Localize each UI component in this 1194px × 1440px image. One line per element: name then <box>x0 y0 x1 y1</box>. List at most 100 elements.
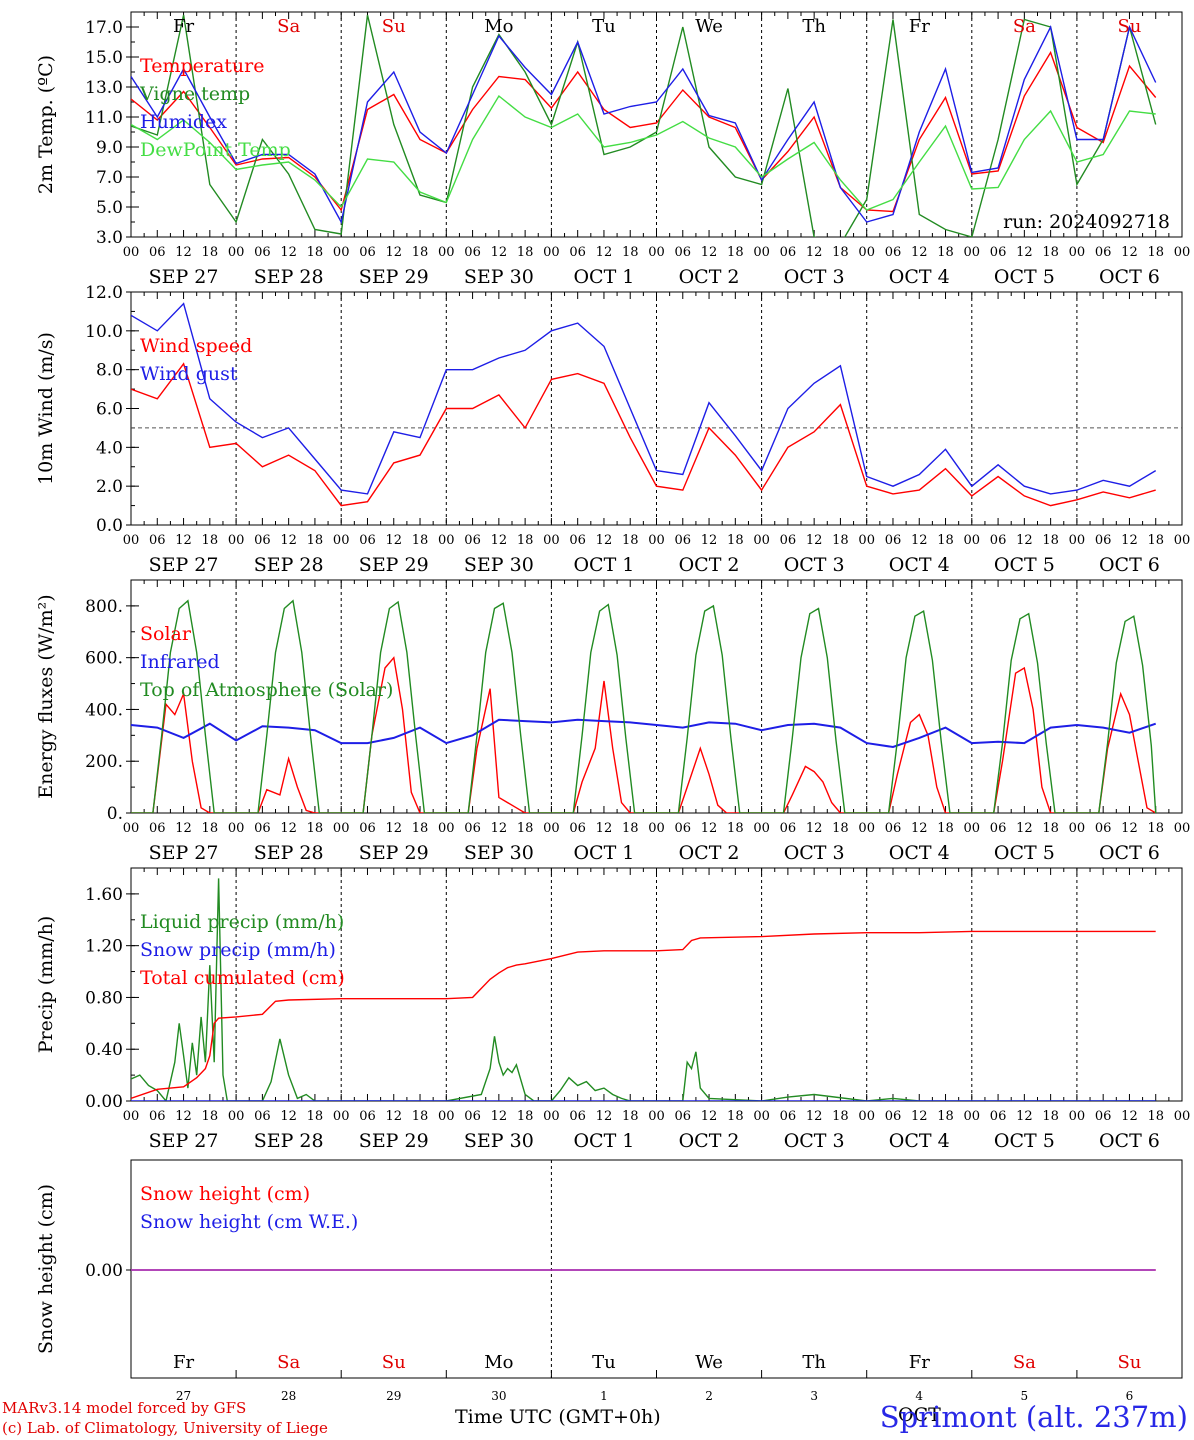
series-line-temperature <box>131 50 1157 213</box>
date-label: SEP 28 <box>254 1130 324 1152</box>
hour-tick-label: 12 <box>911 1109 928 1124</box>
date-label: OCT 1 <box>573 554 634 576</box>
y-tick-label: 13.0 <box>85 78 123 98</box>
weekday-label: Fr <box>173 16 194 37</box>
series-line-wind-speed <box>131 362 1156 507</box>
hour-tick-label: 00 <box>543 1109 560 1124</box>
date-label: OCT 5 <box>994 266 1055 288</box>
legend-infrared: Infrared <box>140 651 220 673</box>
hour-tick-label: 18 <box>1042 1109 1059 1124</box>
hour-tick-label: 00 <box>964 245 981 260</box>
date-label: SEP 28 <box>254 554 324 576</box>
date-label: SEP 29 <box>359 1130 429 1152</box>
date-label: SEP 29 <box>359 554 429 576</box>
hour-tick-label: 00 <box>964 1109 981 1124</box>
date-label: OCT 1 <box>573 1130 634 1152</box>
hour-tick-label: 18 <box>412 1109 429 1124</box>
hour-tick-label: 12 <box>491 821 508 836</box>
hour-tick-label: 00 <box>543 245 560 260</box>
hour-tick-label: 00 <box>438 533 455 548</box>
hour-tick-label: 00 <box>228 533 245 548</box>
day-number-label: 6 <box>1126 1389 1134 1403</box>
legend-snow-precip-mm-h-: Snow precip (mm/h) <box>140 939 336 961</box>
hour-tick-label: 00 <box>1174 245 1191 260</box>
weekday-label: Su <box>1117 16 1141 37</box>
hour-tick-label: 18 <box>727 245 744 260</box>
hour-tick-label: 06 <box>1095 533 1112 548</box>
hour-tick-label: 12 <box>385 821 402 836</box>
y-tick-label: 6.0 <box>96 400 123 420</box>
y-tick-label: 9.0 <box>96 138 123 158</box>
weekday-label: Fr <box>909 16 930 37</box>
hour-tick-label: 06 <box>254 245 271 260</box>
series-line-liquid-precip-mm-h- <box>131 878 1156 1101</box>
hour-tick-label: 06 <box>1095 821 1112 836</box>
hour-tick-label: 00 <box>1069 533 1086 548</box>
date-label: OCT 2 <box>679 266 740 288</box>
y-tick-label: 4.0 <box>96 438 123 458</box>
hour-tick-label: 00 <box>333 245 350 260</box>
date-label: OCT 2 <box>679 1130 740 1152</box>
date-label: OCT 4 <box>889 266 950 288</box>
day-number-label: 30 <box>491 1389 506 1403</box>
hour-tick-label: 06 <box>885 1109 902 1124</box>
date-label: OCT 5 <box>994 1130 1055 1152</box>
y-tick-label: 2.0 <box>96 477 123 497</box>
hour-tick-label: 06 <box>464 821 481 836</box>
hour-tick-label: 18 <box>517 533 534 548</box>
hour-tick-label: 06 <box>1095 245 1112 260</box>
hour-tick-label: 18 <box>727 1109 744 1124</box>
legend-vigne-temp: Vigne temp <box>139 83 250 105</box>
legend-snow-height-cm-: Snow height (cm) <box>140 1183 310 1205</box>
y-tick-label: 800. <box>85 597 123 617</box>
date-label: OCT 1 <box>573 842 634 864</box>
hour-tick-label: 12 <box>806 821 823 836</box>
hour-tick-label: 12 <box>806 533 823 548</box>
hour-tick-label: 18 <box>517 1109 534 1124</box>
hour-tick-label: 12 <box>596 533 613 548</box>
series-line-top-of-atmosphere-solar- <box>131 599 1157 813</box>
hour-tick-label: 12 <box>175 1109 192 1124</box>
date-label: OCT 6 <box>1099 554 1160 576</box>
hour-tick-label: 12 <box>911 245 928 260</box>
hour-tick-label: 12 <box>385 533 402 548</box>
weekday-label: Sa <box>277 16 300 37</box>
y-tick-label: 12.0 <box>85 283 123 303</box>
y-tick-label: 15.0 <box>85 48 123 68</box>
weekday-label: Su <box>382 1352 406 1373</box>
date-label: SEP 27 <box>149 1130 219 1152</box>
hour-tick-label: 18 <box>727 533 744 548</box>
hour-tick-label: 00 <box>228 1109 245 1124</box>
y-axis-label: Precip (mm/h) <box>35 916 57 1054</box>
hour-tick-label: 06 <box>359 1109 376 1124</box>
hour-tick-label: 18 <box>832 245 849 260</box>
hour-tick-label: 06 <box>149 1109 166 1124</box>
date-label: SEP 30 <box>464 266 534 288</box>
hour-tick-label: 18 <box>517 821 534 836</box>
hour-tick-label: 06 <box>149 821 166 836</box>
weekday-label: Th <box>802 16 826 37</box>
series-line-wind-gust <box>131 302 1157 495</box>
hour-tick-label: 18 <box>937 533 954 548</box>
date-label: OCT 5 <box>994 842 1055 864</box>
hour-tick-label: 00 <box>228 821 245 836</box>
hour-tick-label: 12 <box>596 821 613 836</box>
hour-tick-label: 06 <box>254 1109 271 1124</box>
hour-tick-label: 18 <box>202 1109 219 1124</box>
hour-tick-label: 12 <box>596 1109 613 1124</box>
y-tick-label: 0.0 <box>96 516 123 536</box>
hour-tick-label: 12 <box>1016 1109 1033 1124</box>
y-axis-label: 2m Temp. (ºC) <box>35 55 57 194</box>
day-number-label: 4 <box>915 1389 923 1403</box>
hour-tick-label: 06 <box>675 1109 692 1124</box>
hour-tick-label: 12 <box>911 533 928 548</box>
weekday-label: Fr <box>173 1352 194 1373</box>
y-tick-label: 0.40 <box>85 1040 123 1060</box>
date-label: SEP 29 <box>359 266 429 288</box>
hour-tick-label: 06 <box>780 533 797 548</box>
hour-tick-label: 06 <box>149 533 166 548</box>
hour-tick-label: 00 <box>123 245 140 260</box>
y-tick-label: 17.0 <box>85 18 123 38</box>
day-number-label: 2 <box>705 1389 713 1403</box>
